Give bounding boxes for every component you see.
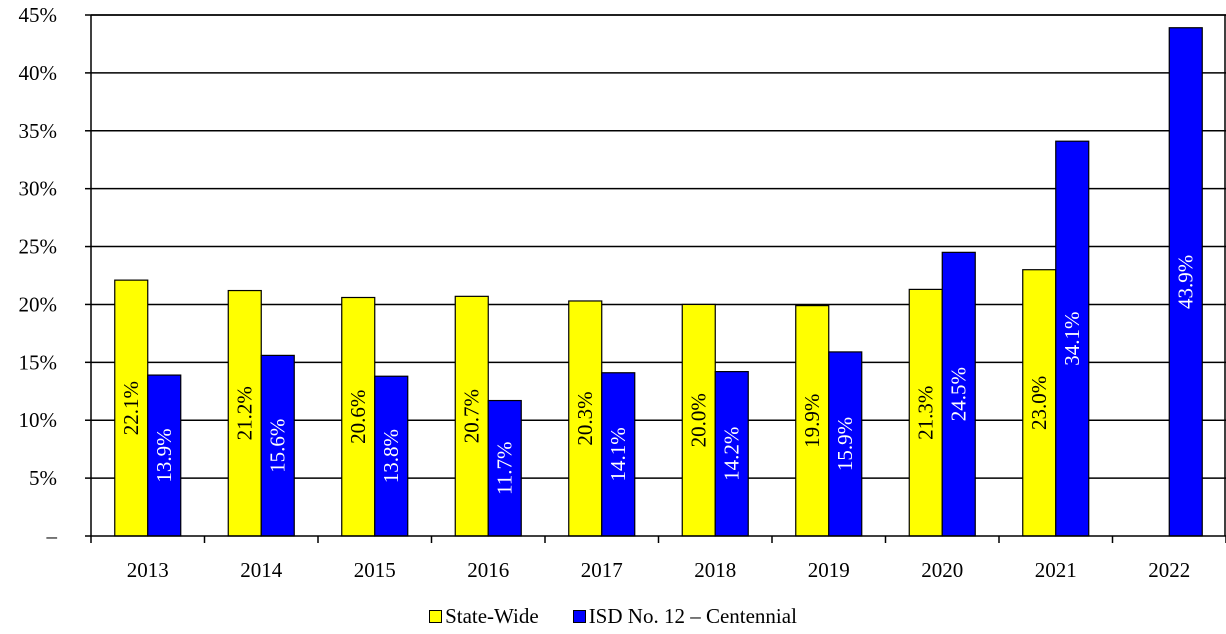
bar-centennial [941,251,976,537]
x-tick-label: 2017 [581,558,623,582]
y-tick-label: 35% [19,119,58,143]
x-tick-label: 2015 [354,558,396,582]
x-tick-label: 2020 [921,558,963,582]
data-label: 13.9% [152,428,176,482]
bar-state-wide [114,279,149,537]
bar-state-wide [908,288,943,537]
data-label: 23.0% [1027,376,1051,430]
data-label: 21.3% [914,386,938,440]
bar-centennial [260,354,295,537]
data-label: 19.9% [800,394,824,448]
data-label: 14.1% [606,427,630,481]
y-tick-label: 5% [29,466,57,490]
x-tick-label: 2014 [240,558,283,582]
bar-state-wide [341,296,376,537]
legend-swatch-centennial [572,610,586,623]
y-tick-label: 30% [19,177,58,201]
legend-item-state-wide: State-Wide [429,604,539,629]
x-tick-label: 2022 [1148,558,1190,582]
data-label: 43.9% [1174,255,1198,309]
data-label: 13.8% [379,429,403,483]
data-label: 34.1% [1060,311,1084,365]
data-label: 21.2% [233,386,257,440]
x-tick-label: 2021 [1035,558,1077,582]
bar-chart: – 5% 10% 15% 20% 25% 30% 35% 40% 45% 22.1% 13.9% 201… [19,3,1226,582]
bar-centennial [714,370,749,537]
data-label: 22.1% [119,381,143,435]
bar-state-wide [227,289,262,537]
y-tick-label: 15% [19,350,58,374]
bar-state-wide [568,300,603,537]
x-tick-label: 2019 [808,558,850,582]
data-label: 15.9% [833,417,857,471]
y-tick-label: 10% [19,408,58,432]
data-label: 24.5% [947,367,971,421]
bar-centennial [1168,27,1203,537]
data-label: 20.6% [346,390,370,444]
y-tick-label: 40% [19,61,58,85]
data-label: 20.3% [573,391,597,445]
bar-state-wide [681,303,716,537]
y-tick-label: 45% [19,3,58,27]
bar-centennial [487,399,522,537]
y-tick-label: 20% [19,292,58,316]
legend-label-centennial: ISD No. 12 – Centennial [588,604,797,628]
legend-item-centennial: ISD No. 12 – Centennial [572,604,797,629]
y-tick-label: – [46,524,58,548]
legend-label-state-wide: State-Wide [445,604,539,628]
data-label: 20.7% [460,389,484,443]
x-tick-label: 2018 [694,558,736,582]
data-label: 11.7% [493,442,517,495]
bar-centennial [147,374,182,537]
data-label: 14.2% [720,427,744,481]
bar-centennial [828,351,863,537]
data-label: 20.0% [687,393,711,447]
x-tick-label: 2013 [127,558,169,582]
bar-centennial [601,372,636,537]
legend-swatch-state-wide [429,610,443,623]
bar-state-wide [454,295,489,537]
bar-centennial [1055,140,1090,537]
legend: State-Wide ISD No. 12 – Centennial [0,604,1226,629]
x-tick-label: 2016 [467,558,509,582]
y-tick-label: 25% [19,235,58,259]
data-label: 15.6% [266,419,290,473]
